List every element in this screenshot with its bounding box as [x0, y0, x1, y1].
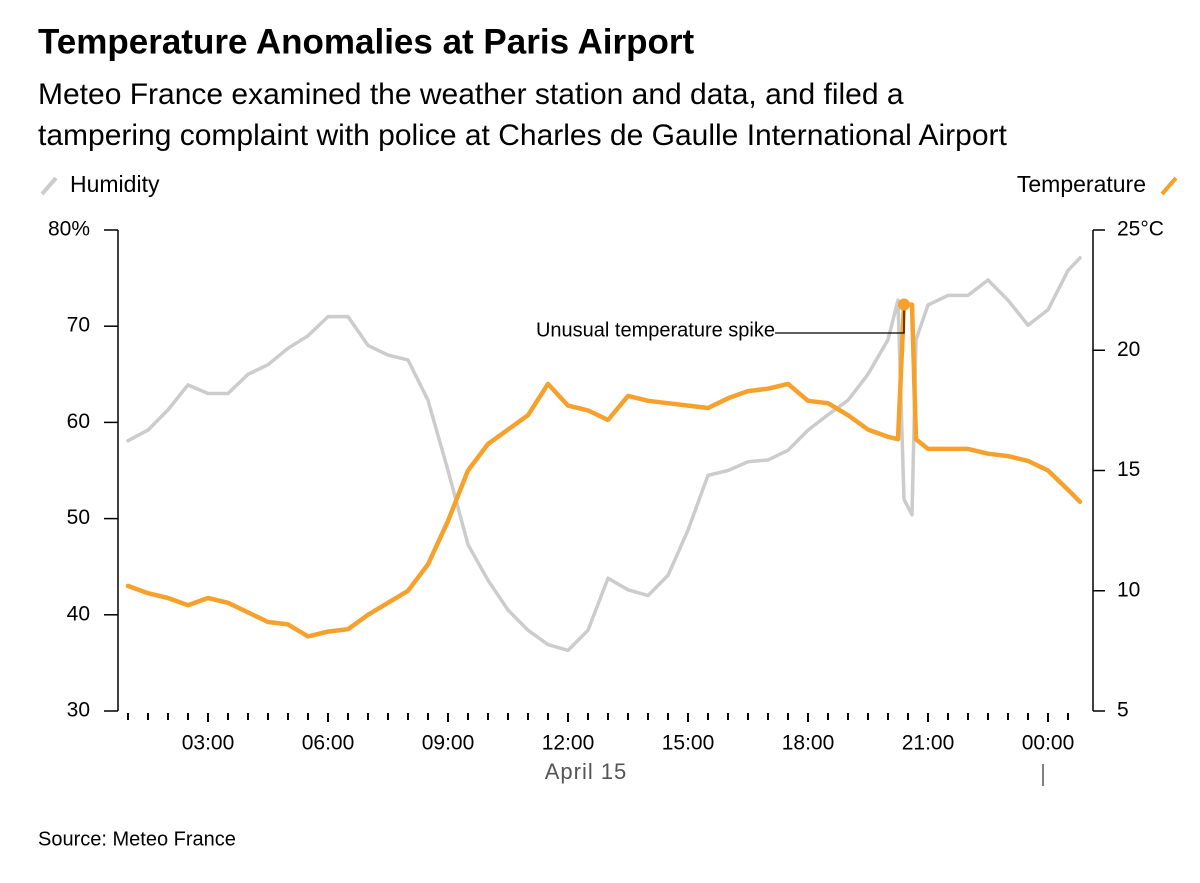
- legend-label: Humidity: [70, 171, 160, 197]
- series-line: [126, 256, 1082, 653]
- x-tick-label: 03:00: [182, 732, 235, 755]
- y-tick-label: 30: [67, 699, 90, 722]
- y-tick-label: 50: [67, 506, 90, 529]
- y2-tick-label: 15: [1117, 458, 1140, 481]
- y2-tick-label: 20: [1117, 338, 1140, 361]
- legend-swatch: [1160, 176, 1178, 196]
- y-tick-label: 70: [67, 314, 90, 337]
- y-tick-label: 40: [67, 602, 90, 625]
- annotation-leader: [775, 310, 905, 334]
- x-tick-label: 06:00: [302, 732, 355, 755]
- chart-title: Temperature Anomalies at Paris Airport: [38, 22, 694, 61]
- source: Source: Meteo France: [38, 828, 236, 850]
- y2-tick-label: 10: [1117, 578, 1140, 601]
- x-tick-label: 18:00: [782, 732, 835, 755]
- legend-label: Temperature: [1017, 171, 1146, 197]
- annotation: Unusual temperature spike: [536, 319, 775, 341]
- x-tick-label: 12:00: [542, 732, 595, 755]
- date-label: April 15: [545, 759, 628, 784]
- chart-subtitle: Meteo France examined the weather statio…: [38, 78, 904, 111]
- x-tick-label: 09:00: [422, 732, 475, 755]
- x-tick-label: 00:00: [1022, 732, 1075, 755]
- series-line: [125, 302, 1083, 639]
- x-tick-label: 21:00: [902, 732, 955, 755]
- y2-tick-label: 5: [1117, 699, 1129, 722]
- legend-swatch: [40, 176, 58, 196]
- chart-subtitle: tampering complaint with police at Charl…: [38, 119, 1008, 152]
- y-tick-label: 80%: [48, 218, 90, 241]
- y2-tick-label: 25°C: [1117, 218, 1164, 241]
- x-tick-label: 15:00: [662, 732, 715, 755]
- y-tick-label: 60: [67, 410, 90, 433]
- spike-marker: [898, 298, 910, 311]
